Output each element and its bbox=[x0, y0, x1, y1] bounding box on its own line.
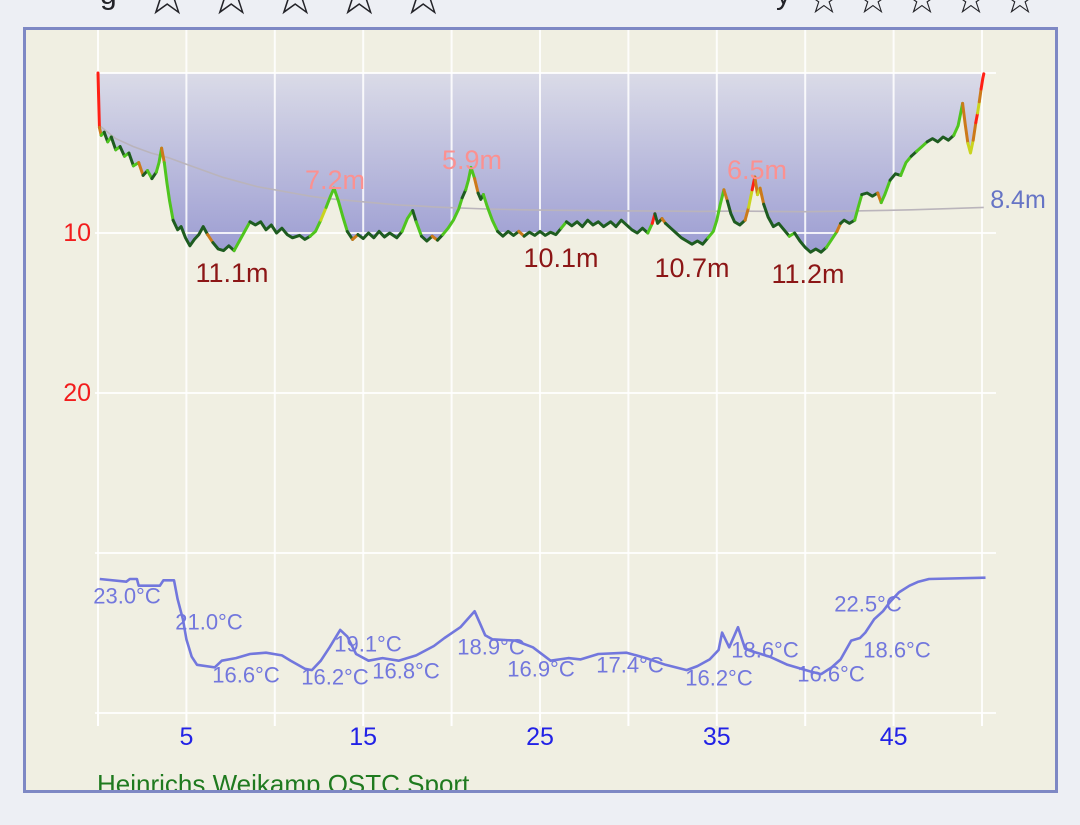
temperature-label: 18.6°C bbox=[863, 638, 931, 663]
temperature-label: 16.6°C bbox=[797, 662, 865, 687]
depth-annotations: 11.1m 7.2m 5.9m 10.1m 10.7m 6.5m 11.2m 8.4m bbox=[195, 145, 1045, 289]
temperature-label: 16.2°C bbox=[301, 665, 369, 690]
rating-star-icon[interactable]: ☆ bbox=[207, 0, 255, 23]
depth-label-min: 5.9m bbox=[442, 145, 502, 175]
temperature-label: 22.5°C bbox=[834, 592, 902, 617]
temperature-label: 16.2°C bbox=[685, 666, 753, 691]
rating-star-icon[interactable]: ☆ bbox=[904, 0, 940, 22]
x-axis-tick-label: 5 bbox=[179, 723, 193, 751]
y-axis-tick-label: 10 bbox=[63, 219, 91, 247]
depth-label-max: 11.1m bbox=[195, 258, 268, 288]
partial-text-left: g bbox=[100, 0, 117, 10]
temperature-label: 16.6°C bbox=[212, 663, 280, 688]
depth-label-min: 7.2m bbox=[305, 165, 365, 195]
depth-label-max: 10.7m bbox=[654, 253, 729, 283]
temperature-label: 17.4°C bbox=[596, 653, 664, 678]
temperature-label: 16.9°C bbox=[507, 657, 575, 682]
dive-profile-chart[interactable]: 11.1m 7.2m 5.9m 10.1m 10.7m 6.5m 11.2m 8.4m 23.… bbox=[23, 27, 1058, 793]
temperature-curve bbox=[99, 576, 986, 676]
partial-text-right: y bbox=[776, 0, 791, 10]
temperature-label: 18.9°C bbox=[457, 635, 525, 660]
temperature-label: 16.8°C bbox=[372, 659, 440, 684]
temperature-label: 18.6°C bbox=[731, 638, 799, 663]
rating-star-icon[interactable]: ☆ bbox=[271, 0, 319, 23]
rating-star-icon[interactable]: ☆ bbox=[335, 0, 383, 23]
x-axis-tick-label: 35 bbox=[703, 723, 731, 751]
axis-tick-labels: 5 15 25 35 45 10 20 bbox=[63, 219, 907, 751]
x-axis-tick-label: 25 bbox=[526, 723, 554, 751]
temperature-annotations: 23.0°C 21.0°C 16.6°C 16.2°C 19.1°C16.8°C 18.9… bbox=[93, 584, 931, 691]
temperature-label: 19.1°C bbox=[334, 632, 402, 657]
temperature-label: 23.0°C bbox=[93, 584, 161, 609]
dive-list-row-partial: g y ☆ ☆ ☆ ☆ ☆ ☆ ☆ ☆ ☆ ☆ bbox=[0, 0, 1080, 27]
mean-depth-line bbox=[99, 125, 984, 213]
dive-computer-name-label: Heinrichs Weikamp OSTC Sport bbox=[97, 769, 470, 790]
rating-star-icon[interactable]: ☆ bbox=[143, 0, 191, 23]
depth-profile-line bbox=[96, 71, 986, 254]
rating-star-icon[interactable]: ☆ bbox=[953, 0, 989, 22]
rating-star-icon[interactable]: ☆ bbox=[806, 0, 842, 22]
depth-label-max: 10.1m bbox=[523, 243, 598, 273]
depth-label-mean: 8.4m bbox=[990, 186, 1046, 214]
x-axis-tick-label: 15 bbox=[349, 723, 377, 751]
x-axis-tick-label: 45 bbox=[880, 723, 908, 751]
depth-label-min: 6.5m bbox=[727, 155, 787, 185]
temperature-label: 21.0°C bbox=[175, 610, 243, 635]
y-axis-tick-label: 20 bbox=[63, 379, 91, 407]
depth-label-max: 11.2m bbox=[771, 259, 844, 289]
rating-star-icon[interactable]: ☆ bbox=[1002, 0, 1038, 22]
rating-star-icon[interactable]: ☆ bbox=[399, 0, 447, 23]
rating-star-icon[interactable]: ☆ bbox=[855, 0, 891, 22]
